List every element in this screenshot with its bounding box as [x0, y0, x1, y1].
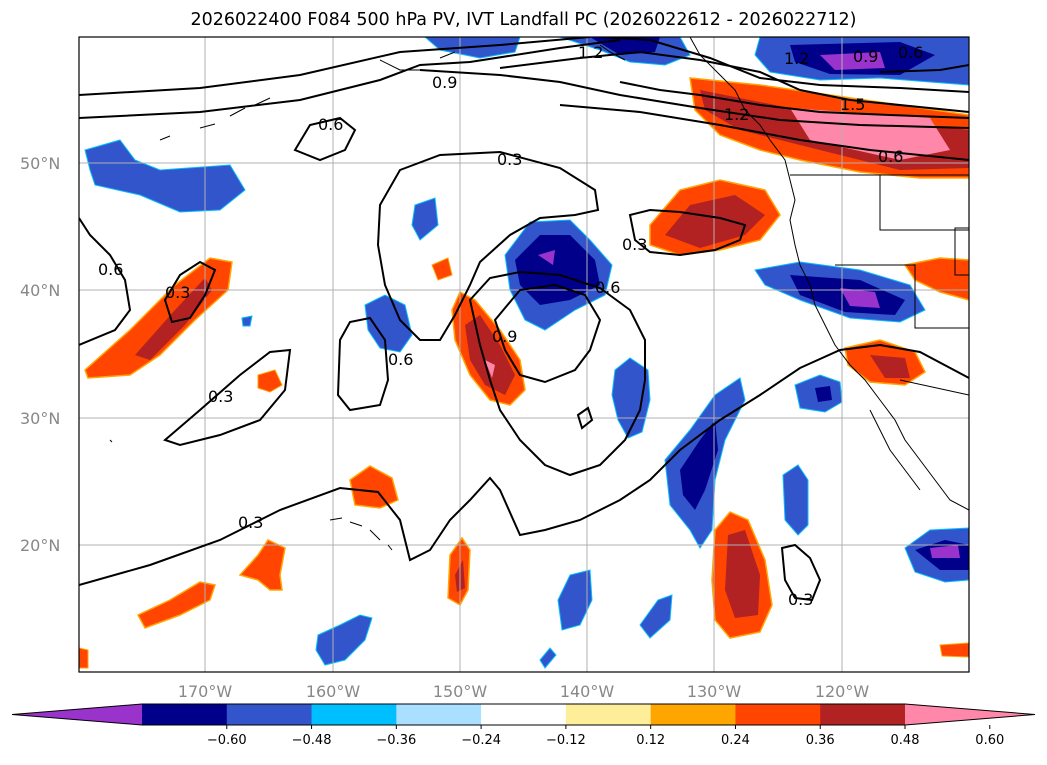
- lon-label-140w: 140°W: [560, 682, 615, 701]
- contour-label: 0.6: [898, 43, 923, 62]
- contour-label: 0.3: [238, 513, 263, 532]
- contour-label: 0.6: [318, 115, 343, 134]
- colorbar-outline: [11, 703, 1036, 726]
- contour-label: 0.3: [788, 590, 813, 609]
- negative-anomaly: [754, 261, 926, 323]
- lon-label-160w: 160°W: [306, 682, 361, 701]
- map-panel: 1.2 1.2 0.9 0.6 0.9 0.6 1.2 1.5 0.6 0.3 …: [79, 37, 969, 672]
- colorbar-tick-label: −0.36: [376, 733, 416, 748]
- colorbar-tick-label: 0.36: [806, 733, 835, 748]
- contour-label: 1.5: [840, 95, 865, 114]
- colorbar-tick-label: −0.24: [461, 733, 501, 748]
- negative-anomaly: [794, 374, 843, 413]
- positive-anomaly: [844, 339, 926, 386]
- positive-anomaly: [257, 369, 283, 393]
- lon-label-150w: 150°W: [433, 682, 488, 701]
- colorbar: −0.60 −0.48 −0.36 −0.24 −0.12 0.12 0.24 0.36 0.4…: [11, 703, 1036, 748]
- latitude-labels: 50°N 40°N 30°N 20°N: [20, 154, 60, 555]
- negative-anomaly: [241, 315, 253, 327]
- colorbar-segment: [650, 704, 736, 725]
- lon-label-170w: 170°W: [178, 682, 233, 701]
- colorbar-tick-label: 0.48: [891, 733, 920, 748]
- lat-label-20: 20°N: [20, 536, 60, 555]
- contour-label: 1.2: [784, 49, 809, 68]
- colorbar-tick-label: 0.24: [721, 733, 750, 748]
- colorbar-segment: [226, 704, 313, 725]
- colorbar-segment: [142, 704, 228, 725]
- colorbar-extend-max: [905, 704, 1035, 725]
- negative-anomaly: [315, 614, 373, 666]
- colorbar-segment: [735, 704, 821, 725]
- contour-label: 0.6: [595, 278, 620, 297]
- colorbar-tick-label: −0.12: [546, 733, 586, 748]
- map-frame: [78, 36, 970, 673]
- colorbar-extend-min: [12, 704, 142, 725]
- lon-label-120w: 120°W: [815, 682, 870, 701]
- contour-label: 0.3: [208, 387, 233, 406]
- colorbar-segment: [565, 704, 652, 725]
- colorbar-tick-label: −0.48: [292, 733, 332, 748]
- longitude-labels: 170°W 160°W 150°W 140°W 130°W 120°W: [178, 682, 870, 701]
- figure-title: 2026022400 F084 500 hPa PV, IVT Landfall…: [190, 10, 857, 30]
- contour-label: 0.6: [388, 350, 413, 369]
- contour-label: 1.2: [724, 105, 749, 124]
- contour-label: 0.9: [853, 47, 878, 66]
- coastlines: [109, 37, 969, 551]
- negative-anomaly: [364, 294, 413, 353]
- positive-anomaly: [431, 257, 453, 281]
- negative-anomaly: [639, 594, 673, 639]
- lat-label-50: 50°N: [20, 154, 60, 173]
- negative-anomaly: [557, 569, 593, 631]
- colorbar-tick-label: 0.60: [975, 733, 1004, 748]
- positive-anomaly: [349, 465, 399, 509]
- positive-anomaly: [711, 511, 773, 639]
- colorbar-tick-label: 0.12: [636, 733, 665, 748]
- negative-anomaly: [754, 37, 969, 86]
- negative-anomaly: [539, 647, 557, 669]
- lat-label-30: 30°N: [20, 409, 60, 428]
- contour-label: 0.6: [878, 147, 903, 166]
- colorbar-segment: [396, 704, 482, 725]
- colorbar-segment: [481, 704, 567, 725]
- negative-anomaly: [904, 527, 969, 583]
- contour-label: 0.9: [492, 327, 517, 346]
- negative-anomaly: [411, 197, 439, 241]
- contour-labels: 1.2 1.2 0.9 0.6 0.9 0.6 1.2 1.5 0.6 0.3 …: [98, 43, 923, 609]
- lat-label-40: 40°N: [20, 281, 60, 300]
- negative-anomaly: [782, 464, 809, 536]
- contour-label: 0.3: [497, 150, 522, 169]
- colorbar-tick-label: −0.60: [207, 733, 247, 748]
- positive-anomaly: [939, 642, 969, 658]
- positive-anomaly: [79, 647, 89, 669]
- contour-label: 0.3: [622, 235, 647, 254]
- contour-label: 0.3: [165, 283, 190, 302]
- colorbar-segment: [311, 704, 397, 725]
- contour-label: 0.6: [98, 260, 123, 279]
- lon-label-130w: 130°W: [687, 682, 742, 701]
- positive-anomaly: [136, 581, 216, 629]
- colorbar-segment: [820, 704, 906, 725]
- negative-anomaly: [664, 377, 746, 549]
- contour-label: 0.9: [432, 73, 457, 92]
- pv-contours: [79, 37, 969, 602]
- contour-label: 1.2: [578, 43, 603, 62]
- positive-anomaly: [238, 539, 286, 591]
